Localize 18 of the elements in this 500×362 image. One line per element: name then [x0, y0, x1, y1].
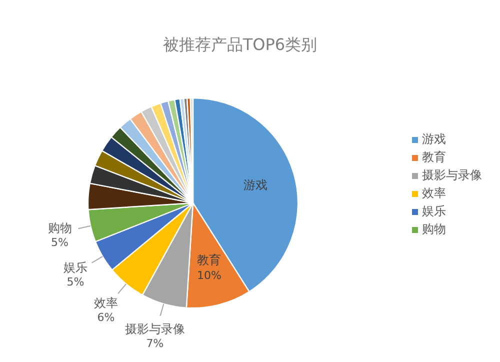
legend-label: 购物	[422, 222, 446, 236]
data-label: 6%	[97, 311, 115, 324]
slice-label: 效率	[94, 296, 118, 310]
data-label: 10%	[196, 269, 222, 282]
slice-label: 摄影与录像	[124, 322, 185, 336]
legend-label: 教育	[422, 150, 446, 164]
slice-label: 娱乐	[64, 260, 88, 274]
data-label: 5%	[66, 275, 84, 288]
data-label: 7%	[146, 337, 164, 350]
slice-label: 游戏	[244, 178, 268, 192]
legend-label: 游戏	[422, 132, 446, 146]
legend-label: 摄影与录像	[422, 168, 482, 182]
slice-label: 购物	[48, 220, 72, 235]
legend-label: 效率	[422, 186, 446, 200]
data-label: 5%	[51, 236, 69, 249]
chart-title: 被推荐产品TOP6类别	[162, 35, 318, 54]
slice-label: 教育	[197, 253, 222, 268]
legend-label: 娱乐	[422, 204, 446, 218]
